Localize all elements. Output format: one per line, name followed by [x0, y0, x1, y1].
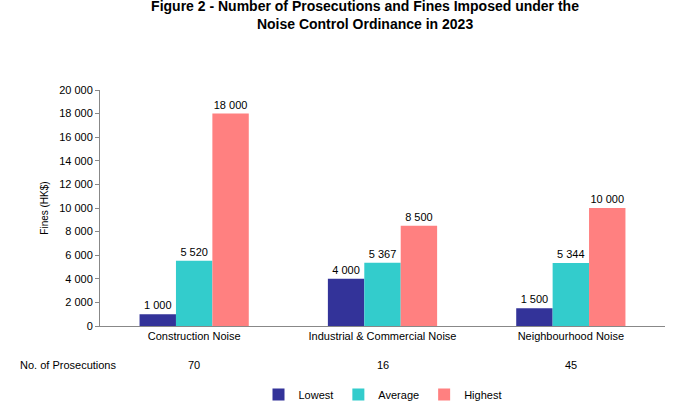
svg-text:Average: Average: [378, 389, 419, 401]
svg-text:Figure 2 - Number of Prosecuti: Figure 2 - Number of Prosecutions and Fi…: [151, 0, 579, 32]
svg-text:Construction Noise: Construction Noise: [148, 330, 241, 342]
svg-text:10 000: 10 000: [59, 202, 93, 214]
svg-text:6 000: 6 000: [65, 249, 93, 261]
svg-text:1 000: 1 000: [144, 299, 172, 311]
svg-text:45: 45: [565, 359, 577, 371]
svg-text:2 000: 2 000: [65, 296, 93, 308]
svg-text:1 500: 1 500: [521, 293, 549, 305]
svg-text:20 000: 20 000: [59, 84, 93, 96]
svg-text:Lowest: Lowest: [299, 389, 334, 401]
svg-text:5 367: 5 367: [369, 248, 397, 260]
svg-text:0: 0: [87, 320, 93, 332]
svg-text:Fines (HK$): Fines (HK$): [39, 181, 50, 234]
svg-text:Industrial & Commercial Noise: Industrial & Commercial Noise: [309, 330, 457, 342]
svg-text:10 000: 10 000: [590, 193, 624, 205]
svg-text:16: 16: [377, 359, 389, 371]
svg-text:Neighbourhood Noise: Neighbourhood Noise: [518, 330, 624, 342]
svg-text:16 000: 16 000: [59, 131, 93, 143]
svg-text:8 000: 8 000: [65, 225, 93, 237]
svg-text:70: 70: [188, 359, 200, 371]
svg-text:12 000: 12 000: [59, 178, 93, 190]
svg-text:8 500: 8 500: [405, 211, 433, 223]
svg-text:4 000: 4 000: [332, 264, 360, 276]
svg-text:No. of Prosecutions: No. of Prosecutions: [20, 359, 116, 371]
svg-text:5 344: 5 344: [557, 248, 585, 260]
svg-text:18 000: 18 000: [214, 99, 248, 111]
svg-text:14 000: 14 000: [59, 155, 93, 167]
svg-text:18 000: 18 000: [59, 107, 93, 119]
svg-text:4 000: 4 000: [65, 273, 93, 285]
svg-text:5 520: 5 520: [180, 246, 208, 258]
svg-text:Highest: Highest: [464, 389, 501, 401]
